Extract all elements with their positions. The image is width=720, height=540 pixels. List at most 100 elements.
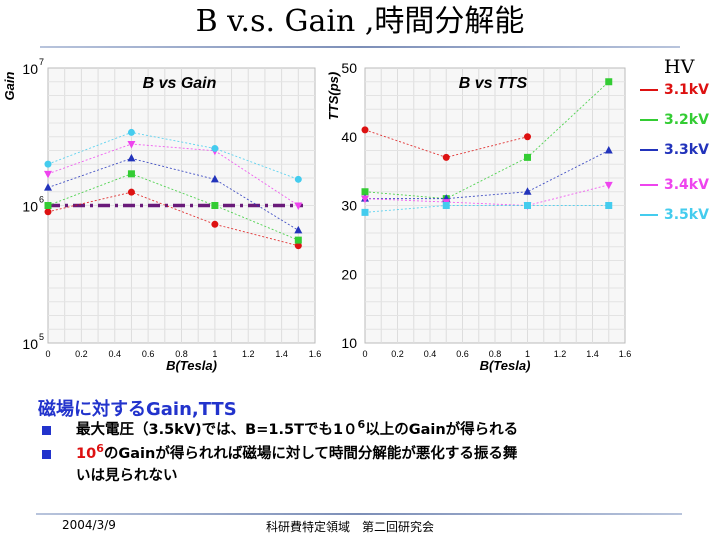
y-axis-label: TTS(ps) — [326, 72, 341, 120]
legend-item: 3.1kV — [640, 80, 720, 100]
x-tick-label: 0 — [45, 349, 50, 359]
y-tick-label: 10 — [341, 335, 357, 351]
series-line — [47, 131, 299, 180]
data-point — [523, 187, 532, 195]
legend-item: 3.5kV — [640, 205, 720, 225]
data-point — [294, 225, 303, 234]
data-point — [127, 141, 136, 149]
data-point — [211, 144, 219, 152]
legend-swatch — [640, 149, 658, 151]
footer-divider — [36, 513, 682, 515]
data-point — [211, 220, 219, 228]
x-tick-label: 0.6 — [456, 349, 469, 359]
data-point — [524, 133, 531, 141]
y-tick-label: 20 — [341, 266, 357, 282]
data-point — [604, 181, 613, 190]
x-tick-label: 0.8 — [175, 349, 188, 359]
x-tick-label: 0.2 — [391, 349, 404, 359]
x-tick-label: 1.6 — [619, 349, 632, 359]
x-tick-label: 0.4 — [108, 349, 121, 359]
data-point — [44, 208, 52, 216]
data-point — [524, 202, 531, 209]
data-point — [127, 153, 136, 162]
legend-label: 3.4kV — [664, 177, 709, 193]
data-point — [294, 242, 302, 250]
footer-event: 科研費特定領域 第二回研究会 — [266, 520, 435, 534]
bullet-marker — [42, 450, 51, 459]
chart-title: B vs Gain — [143, 75, 217, 92]
bullet1-part-a: 最大電圧（3.5kV)では、B=1.5Tでも1０ — [76, 422, 358, 438]
data-point — [210, 174, 219, 183]
y-tick-label: 30 — [341, 198, 357, 214]
x-tick-label: 0.2 — [75, 349, 88, 359]
chart-title: B vs TTS — [459, 75, 528, 92]
x-tick-label: 0.4 — [424, 349, 437, 359]
legend-item: 3.3kV — [640, 140, 720, 160]
data-point — [294, 202, 303, 210]
data-point — [211, 202, 219, 209]
data-point — [44, 202, 52, 209]
slide-title: B v.s. Gain ,時間分解能 — [195, 4, 525, 39]
title-divider — [40, 46, 680, 48]
x-axis-label: B(Tesla) — [166, 358, 217, 373]
data-point — [524, 153, 531, 161]
legend-item: 3.4kV — [640, 175, 720, 195]
data-point — [361, 195, 369, 204]
x-axis-label: B(Tesla) — [480, 358, 531, 373]
y-tick-label-mid-exponent: 6 — [39, 195, 44, 205]
y-tick-label: 40 — [341, 129, 357, 145]
legend-swatch — [640, 184, 658, 186]
data-point — [127, 188, 135, 196]
y-tick-label-mid: 10 — [22, 199, 38, 215]
bullet2-superscript: 6 — [96, 442, 104, 455]
y-tick-label-bottom-exponent: 5 — [39, 332, 44, 342]
series-line — [47, 173, 299, 241]
data-point — [442, 153, 450, 161]
legend-label: 3.5kV — [664, 207, 709, 223]
data-point — [605, 78, 613, 86]
series-line — [364, 184, 609, 206]
bullet1-part-b: 以上のGainが得られる — [365, 422, 519, 438]
data-point — [127, 170, 135, 178]
data-point — [44, 170, 52, 179]
section-heading: 磁場に対するGain,TTS — [38, 399, 237, 420]
series-line — [365, 150, 609, 200]
series-line — [364, 205, 609, 213]
legend-label: 3.2kV — [664, 112, 709, 128]
data-point — [294, 175, 302, 183]
x-tick-label: 0 — [362, 349, 367, 359]
x-tick-label: 0.8 — [489, 349, 502, 359]
y-tick-label-bottom: 10 — [22, 336, 38, 352]
x-tick-label: 1.2 — [554, 349, 567, 359]
data-point — [294, 236, 302, 244]
data-point — [361, 126, 369, 134]
x-tick-label: 1 — [525, 349, 530, 359]
legend-label: 3.1kV — [664, 82, 709, 98]
data-point — [44, 183, 52, 191]
x-tick-label: 0.6 — [142, 349, 155, 359]
bullet2-part-b: のGainが得られれば磁場に対して時間分解能が悪化する振る舞 — [103, 446, 518, 462]
x-tick-label: 1 — [212, 349, 217, 359]
x-tick-label: 1.4 — [275, 349, 288, 359]
series-line — [364, 81, 610, 200]
legend-swatch — [640, 119, 658, 121]
data-point — [361, 188, 369, 196]
legend-title: HV — [664, 56, 695, 78]
legend-swatch — [640, 214, 658, 216]
data-point — [604, 146, 613, 154]
bullet1-superscript: 6 — [357, 418, 366, 431]
series-line — [47, 157, 299, 231]
x-tick-label: 1.2 — [242, 349, 255, 359]
bullet-marker — [42, 426, 51, 435]
footer-date: 2004/3/9 — [62, 518, 116, 532]
bullet2-part-a: 10 — [76, 446, 97, 462]
bullet-text-1: 最大電圧（3.5kV)では、B=1.5Tでも1０6以上のGainが得られる — [76, 418, 519, 441]
data-point — [605, 202, 613, 209]
y-axis-label: Gain — [2, 71, 17, 100]
bullet-text-2: 106のGainが得られれば磁場に対して時間分解能が悪化する振る舞 — [76, 442, 518, 465]
y-tick-label-top-exponent: 7 — [39, 57, 44, 67]
data-point — [361, 208, 369, 216]
legend-swatch — [640, 89, 658, 91]
data-point — [127, 128, 135, 136]
